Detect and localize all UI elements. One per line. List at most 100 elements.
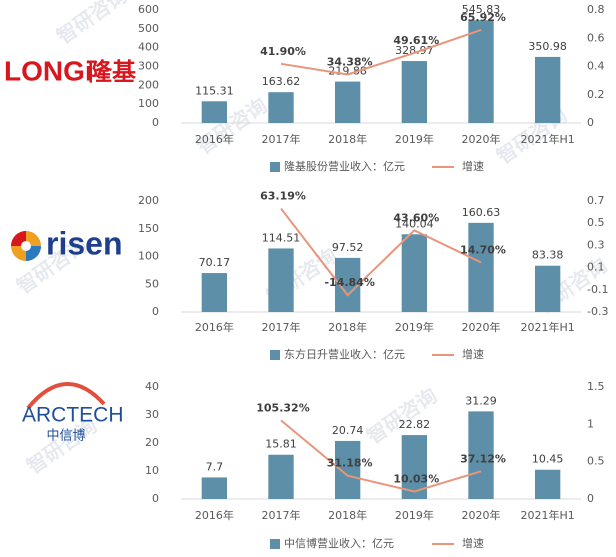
y2-tick-label: 0.4 — [587, 60, 605, 73]
y2-tick-label: 1 — [587, 417, 594, 430]
growth-line — [280, 28, 482, 76]
bar-label: 328.97 — [395, 44, 434, 57]
bar-label: 31.29 — [465, 394, 497, 407]
bar — [268, 92, 294, 123]
growth-label: 14.70% — [460, 243, 506, 256]
bar — [535, 469, 561, 499]
y-tick-label: 10 — [145, 464, 159, 477]
logo-text: risen — [46, 225, 122, 261]
legend-label: 增速 — [462, 347, 484, 361]
bar — [468, 411, 494, 499]
bar-label: 219.88 — [328, 65, 367, 78]
x-tick-label: 2020年 — [462, 132, 501, 146]
y-tick-label: 0 — [152, 116, 159, 129]
logo-text: 中信博 — [46, 429, 85, 444]
legend-swatch — [270, 162, 280, 172]
x-tick-label: 2021年H1 — [521, 132, 575, 146]
bar — [535, 56, 561, 123]
bar — [201, 101, 227, 123]
y2-tick-label: -0.1 — [587, 283, 608, 296]
y2-tick-label: 0.5 — [587, 455, 605, 468]
bar — [468, 222, 494, 312]
logo-text: 隆基 — [88, 58, 137, 86]
y2-tick-label: 0.5 — [587, 216, 605, 229]
y2-tick-label: 0.7 — [587, 194, 605, 207]
legend-swatch — [270, 539, 280, 549]
bar-label: 97.52 — [332, 241, 364, 254]
x-tick-label: 2019年 — [395, 508, 434, 522]
growth-line — [280, 207, 482, 297]
y2-tick-label: 0.8 — [587, 3, 605, 16]
y-tick-label: 30 — [145, 408, 159, 421]
bar-label: 15.81 — [265, 438, 297, 451]
legend-label: 增速 — [462, 159, 484, 173]
watermark: 智研咨询 — [52, 0, 131, 49]
bar — [268, 454, 294, 499]
x-tick-label: 2016年 — [195, 508, 234, 522]
growth-label: 10.03% — [393, 473, 439, 486]
growth-label: 65.92% — [460, 11, 506, 24]
growth-label: 63.19% — [260, 190, 306, 203]
y-tick-label: 100 — [138, 97, 159, 110]
bar-label: 20.74 — [332, 424, 364, 437]
x-tick-label: 2020年 — [462, 508, 501, 522]
y-tick-label: 200 — [138, 78, 159, 91]
legend-label: 东方日升营业收入：亿元 — [284, 347, 405, 361]
growth-line — [280, 419, 482, 493]
legend-swatch — [270, 350, 280, 360]
y-tick-label: 40 — [145, 380, 159, 393]
arctech-arc — [26, 382, 106, 410]
legend-label: 增速 — [462, 536, 484, 550]
x-tick-label: 2017年 — [262, 320, 301, 334]
bar — [268, 248, 294, 312]
y-tick-label: 600 — [138, 3, 159, 16]
growth-label: 34.38% — [327, 55, 373, 68]
y2-tick-label: 1.5 — [587, 380, 605, 393]
bar — [335, 81, 361, 123]
x-tick-label: 2016年 — [195, 132, 234, 146]
risen-icon — [11, 231, 41, 261]
x-tick-label: 2020年 — [462, 320, 501, 334]
y2-tick-label: -0.3 — [587, 305, 608, 318]
y-tick-label: 300 — [138, 60, 159, 73]
bar-label: 22.82 — [399, 418, 431, 431]
bar — [201, 273, 227, 312]
growth-label: 41.90% — [260, 45, 306, 58]
y2-tick-label: 0.6 — [587, 31, 605, 44]
bar-label: 163.62 — [262, 75, 301, 88]
x-tick-label: 2021年H1 — [521, 320, 575, 334]
growth-label: 49.61% — [393, 34, 439, 47]
bar-label: 70.17 — [199, 256, 231, 269]
x-tick-label: 2021年H1 — [521, 508, 575, 522]
bar — [535, 265, 561, 312]
y2-tick-label: 0 — [587, 116, 594, 129]
x-tick-label: 2018年 — [328, 320, 367, 334]
bar-label: 140.04 — [395, 217, 434, 230]
logo-text: ARCTECH — [22, 404, 124, 427]
growth-label: 31.18% — [327, 457, 373, 470]
x-tick-label: 2017年 — [262, 132, 301, 146]
bar — [468, 20, 494, 123]
legend-label: 隆基股份营业收入：亿元 — [284, 159, 405, 173]
growth-label: -14.84% — [324, 276, 374, 289]
x-tick-label: 2018年 — [328, 132, 367, 146]
x-tick-label: 2018年 — [328, 508, 367, 522]
logo-text: LONGi — [4, 55, 93, 86]
y2-tick-label: 0.3 — [587, 238, 605, 251]
bar-label: 350.98 — [528, 40, 567, 53]
bar-label: 545.83 — [462, 3, 501, 16]
bar — [335, 440, 361, 499]
bar-label: 7.7 — [206, 460, 224, 473]
legend-label: 中信博营业收入：亿元 — [284, 536, 394, 550]
growth-label: 105.32% — [256, 401, 309, 414]
y-tick-label: 50 — [145, 277, 159, 290]
y-tick-label: 500 — [138, 22, 159, 35]
y-tick-label: 150 — [138, 222, 159, 235]
y2-tick-label: 0.2 — [587, 88, 605, 101]
growth-label: 43.60% — [393, 211, 439, 224]
bar-label: 10.45 — [532, 453, 564, 466]
x-tick-label: 2019年 — [395, 320, 434, 334]
y-tick-label: 100 — [138, 250, 159, 263]
x-tick-label: 2017年 — [262, 508, 301, 522]
